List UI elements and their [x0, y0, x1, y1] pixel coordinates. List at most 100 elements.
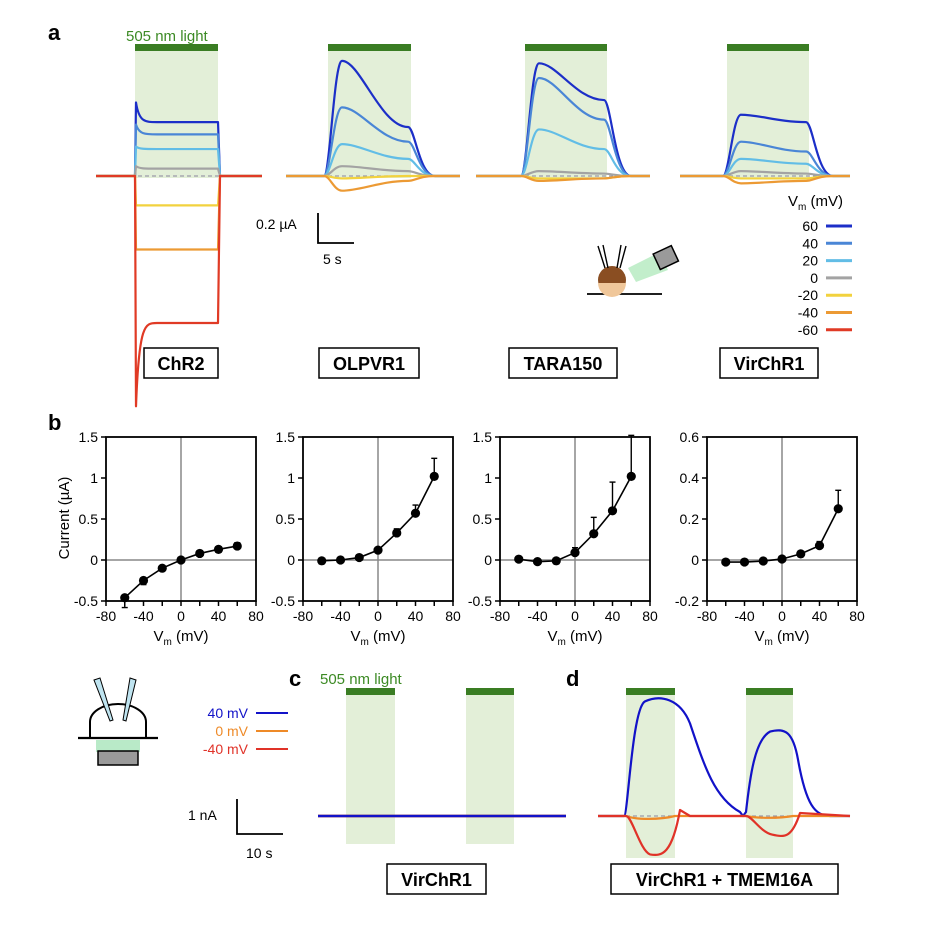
scale-time-label: 5 s	[323, 251, 342, 267]
trace-tara150-40	[476, 76, 650, 178]
trace-virchr1--40	[680, 174, 850, 185]
y-tick-label: -0.2	[675, 593, 699, 609]
trace-tara150-20	[476, 128, 650, 178]
y-tick-label: 0.4	[680, 470, 700, 486]
data-point	[138, 575, 149, 586]
oocyte-light-icon	[587, 244, 680, 297]
electrode-2	[602, 244, 609, 269]
y-tick-label: 1.5	[473, 429, 493, 445]
trace-d--40mv	[598, 808, 851, 856]
vm-legend-label: 20	[802, 253, 818, 269]
construct-label-box	[719, 347, 819, 379]
y-tick-label: -0.5	[74, 593, 98, 609]
vm-legend-label: 40	[802, 235, 818, 251]
light-shade	[328, 44, 411, 178]
panel-c-label: VirChR1	[386, 863, 487, 895]
y-tick-label: 0.2	[680, 511, 700, 527]
label-box	[610, 863, 839, 895]
x-tick-label: 0	[374, 608, 382, 624]
x-tick-label: 0	[778, 608, 786, 624]
y-tick-label: 0	[90, 552, 98, 568]
label-box	[386, 863, 487, 895]
construct-label: ChR2	[157, 354, 204, 374]
x-tick-label: -80	[96, 608, 116, 624]
y-tick-label: 1.5	[276, 429, 296, 445]
x-tick-label: 80	[445, 608, 461, 624]
trace-chr2-40	[96, 123, 262, 178]
light-shade	[727, 44, 809, 178]
data-point	[739, 557, 750, 567]
data-point	[626, 471, 636, 481]
y-tick-label: 0	[691, 552, 699, 568]
scale-current-label: 1 nA	[188, 807, 217, 823]
x-tick-label: 40	[211, 608, 227, 624]
trace-chr2--20	[96, 174, 262, 207]
x-tick-label: 40	[605, 608, 621, 624]
pipette-right-icon	[122, 677, 137, 722]
x-tick-label: -40	[527, 608, 547, 624]
trace-olpvr1-0	[286, 165, 460, 178]
scale-time-label: 10 s	[246, 845, 272, 861]
construct-label: TARA150	[524, 354, 603, 374]
iv-plot-tara150: -80 -40 0 40 80 -0.5 0 0.5 1 1.5 Vm (mV)	[468, 429, 658, 648]
data-point	[213, 544, 224, 554]
panel-c-letter: c	[289, 666, 301, 691]
light-bar	[346, 688, 395, 695]
data-point	[317, 556, 327, 566]
trace-olpvr1-60	[286, 59, 460, 178]
trace-chr2-20	[96, 145, 262, 178]
voltage-legend-label: -40 mV	[203, 741, 249, 757]
light-shade	[525, 44, 607, 178]
data-point	[157, 563, 167, 573]
y-tick-label: 0	[287, 552, 295, 568]
cell-dome	[89, 703, 147, 739]
y-tick-label: -0.5	[468, 593, 492, 609]
x-tick-label: -80	[490, 608, 510, 624]
trace-olpvr1--20	[286, 174, 460, 180]
x-axis-label: Vm (mV)	[754, 628, 809, 648]
light-bar	[135, 44, 218, 51]
construct-label: VirChR1	[734, 354, 805, 374]
x-tick-label: 40	[812, 608, 828, 624]
trace-olpvr1--40	[286, 174, 460, 192]
panel-b-letter: b	[48, 410, 61, 435]
panel-a-scale-bar: 0.2 µA 5 s	[256, 213, 354, 267]
x-axis-label: Vm (mV)	[547, 628, 602, 648]
data-point	[195, 548, 205, 559]
scale-bar-lines	[317, 213, 354, 244]
construct-label: OLPVR1	[333, 354, 405, 374]
trace-olpvr1-20	[286, 143, 460, 178]
trace-virchr1-20	[680, 157, 850, 178]
iv-plot-olpvr1: -80 -40 0 40 80 -0.5 0 0.5 1 1.5 Vm (mV)	[271, 429, 461, 648]
x-tick-label: -40	[133, 608, 153, 624]
data-point	[551, 556, 561, 566]
trace-virchr1-60	[680, 113, 850, 178]
data-point	[354, 552, 364, 563]
panel-c-d-traces	[318, 688, 851, 858]
label-text: VirChR1 + TMEM16A	[636, 870, 813, 890]
data-point	[335, 555, 346, 565]
panel-a-construct-labels: ChR2 OLPVR1 TARA150 VirChR1	[143, 347, 819, 379]
panel-d-letter: d	[566, 666, 579, 691]
panel-d-label: VirChR1 + TMEM16A	[610, 863, 839, 895]
vm-legend-label: -20	[798, 287, 818, 303]
data-point	[532, 557, 543, 567]
trace-chr2-0	[96, 165, 262, 178]
data-point	[392, 528, 402, 538]
label-text: VirChR1	[401, 870, 472, 890]
data-point	[570, 548, 580, 558]
vm-legend-label: 0	[810, 270, 818, 286]
light-bar	[626, 688, 675, 695]
y-tick-label: 0.5	[473, 511, 493, 527]
light-bar	[746, 688, 793, 695]
y-tick-label: 1	[287, 470, 295, 486]
x-tick-label: -40	[330, 608, 350, 624]
construct-label-box	[508, 347, 618, 379]
data-point	[589, 529, 599, 539]
data-point	[410, 508, 421, 518]
light-shade	[626, 690, 675, 858]
y-tick-label: 1	[90, 470, 98, 486]
data-point	[814, 541, 825, 551]
x-tick-label: 80	[849, 608, 865, 624]
data-point	[796, 549, 806, 559]
